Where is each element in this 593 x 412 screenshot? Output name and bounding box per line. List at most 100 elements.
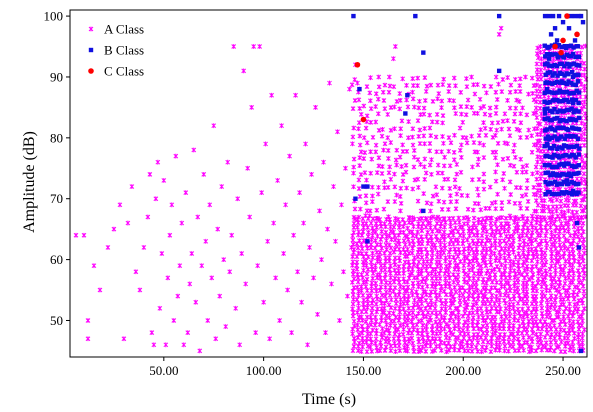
- a-class-point: [404, 322, 410, 328]
- a-class-point: [442, 326, 447, 332]
- a-class-point: [414, 233, 419, 239]
- b-class-point: [542, 13, 548, 19]
- b-class-point: [353, 196, 358, 201]
- a-class-point: [373, 314, 378, 320]
- a-class-point: [384, 322, 389, 328]
- a-class-point: [388, 297, 394, 303]
- a-class-point: [451, 157, 457, 163]
- a-class-point: [485, 339, 491, 345]
- a-class-point: [434, 119, 440, 125]
- a-class-point: [452, 105, 457, 111]
- a-class-point: [579, 225, 585, 231]
- a-class-point: [446, 323, 452, 329]
- a-class-point: [448, 140, 454, 146]
- a-class-point: [382, 185, 387, 191]
- a-class-point: [363, 284, 369, 290]
- a-class-point: [511, 148, 516, 154]
- b-class-point: [552, 106, 557, 112]
- a-class-point: [473, 344, 479, 350]
- b-class-point: [361, 184, 366, 189]
- a-class-point: [450, 310, 456, 316]
- a-class-point: [400, 76, 405, 82]
- a-class-point: [425, 319, 431, 325]
- a-class-point: [432, 284, 438, 290]
- a-class-point: [574, 292, 580, 298]
- a-class-point: [571, 289, 577, 295]
- a-class-point: [506, 339, 512, 345]
- a-class-point: [521, 225, 526, 230]
- a-class-point: [442, 154, 447, 160]
- a-class-point: [534, 142, 540, 148]
- a-class-point: [561, 314, 566, 320]
- a-class-point: [360, 344, 365, 350]
- a-class-point: [520, 314, 526, 320]
- legend-label: A Class: [104, 22, 144, 37]
- x-axis-title: Time (s): [302, 391, 356, 408]
- a-class-point: [524, 327, 530, 332]
- a-class-point: [558, 327, 563, 333]
- a-class-point: [397, 154, 403, 160]
- a-class-point: [466, 246, 471, 252]
- a-class-point: [572, 229, 578, 235]
- a-class-point: [364, 177, 369, 183]
- a-class-point: [461, 246, 467, 252]
- a-class-point: [429, 302, 434, 308]
- b-class-point: [574, 62, 579, 68]
- a-class-point: [469, 339, 475, 345]
- a-class-point: [503, 288, 509, 294]
- a-class-point: [450, 300, 456, 306]
- b-class-point: [549, 181, 554, 186]
- a-class-point: [358, 349, 364, 354]
- a-class-point: [396, 292, 402, 298]
- a-class-point: [454, 199, 459, 204]
- a-class-point: [281, 251, 286, 256]
- a-class-point: [295, 269, 300, 275]
- a-class-point: [388, 305, 394, 310]
- a-class-point: [552, 233, 558, 239]
- a-class-point: [498, 25, 504, 31]
- a-class-point: [469, 133, 474, 139]
- a-class-point: [151, 342, 157, 348]
- a-class-point: [525, 199, 531, 204]
- a-class-point: [482, 254, 488, 260]
- a-class-point: [541, 208, 547, 214]
- a-class-point: [383, 289, 389, 295]
- a-class-point: [391, 56, 396, 62]
- a-class-point: [441, 140, 446, 146]
- a-class-point: [501, 323, 506, 329]
- a-class-point: [389, 237, 394, 242]
- a-class-point: [455, 335, 461, 341]
- a-class-point: [524, 185, 530, 191]
- a-class-point: [497, 332, 503, 337]
- a-class-point: [405, 246, 410, 252]
- a-class-point: [105, 245, 111, 250]
- a-class-point: [485, 314, 491, 320]
- a-class-point: [567, 233, 573, 238]
- a-class-point: [193, 299, 199, 305]
- a-class-point: [364, 339, 369, 345]
- a-class-point: [439, 284, 444, 289]
- a-class-point: [483, 318, 488, 324]
- a-class-point: [177, 263, 183, 269]
- a-class-point: [393, 157, 399, 163]
- a-class-point: [420, 276, 426, 282]
- a-class-point: [531, 111, 537, 116]
- a-class-point: [437, 336, 443, 341]
- a-class-point: [356, 186, 362, 191]
- b-class-point: [573, 54, 578, 60]
- a-class-point: [388, 140, 394, 145]
- a-class-point: [391, 224, 397, 230]
- a-class-point: [533, 198, 539, 204]
- a-class-point: [537, 105, 543, 111]
- b-class-point: [547, 162, 552, 168]
- a-class-point: [368, 106, 374, 112]
- a-class-point: [417, 98, 422, 104]
- a-class-point: [511, 335, 517, 341]
- a-class-point: [277, 318, 282, 323]
- a-class-point: [399, 118, 405, 124]
- b-class-point: [543, 180, 548, 185]
- a-class-point: [398, 185, 404, 191]
- a-class-point: [516, 310, 522, 316]
- a-class-point: [448, 344, 453, 350]
